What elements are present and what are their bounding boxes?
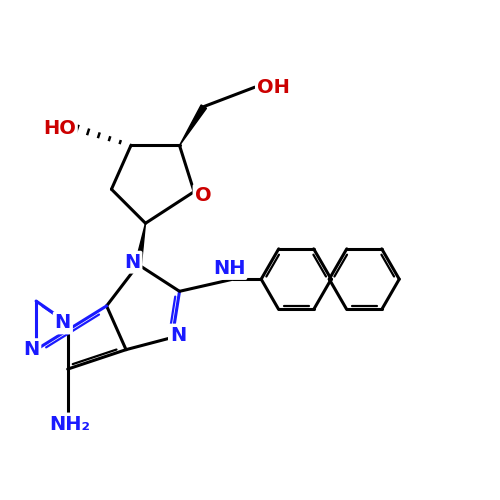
Text: OH: OH: [257, 78, 290, 96]
Text: O: O: [194, 186, 211, 205]
Polygon shape: [135, 224, 145, 265]
Text: N: N: [54, 314, 71, 332]
Text: N: N: [23, 340, 40, 359]
Text: NH₂: NH₂: [50, 414, 90, 434]
Text: HO: HO: [43, 119, 76, 138]
Text: NH: NH: [213, 259, 246, 278]
Text: N: N: [170, 326, 186, 344]
Polygon shape: [180, 105, 206, 146]
Text: N: N: [124, 252, 140, 272]
